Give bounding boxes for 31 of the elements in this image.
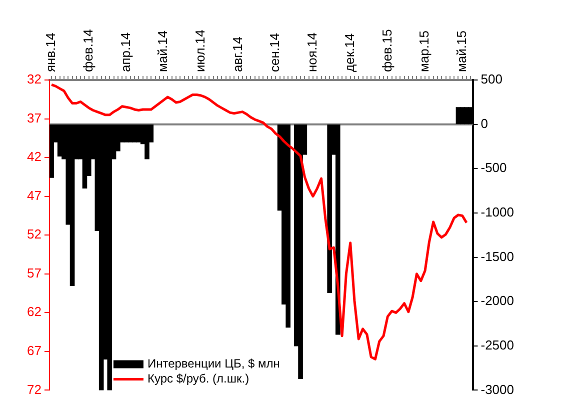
y-tick-label: 62 <box>26 304 42 320</box>
y2-tick-label: -1000 <box>480 204 514 220</box>
x-tick-label: фев.14 <box>80 29 96 72</box>
y-tick-label: 72 <box>26 382 42 397</box>
y2-tick-label: 500 <box>480 72 502 87</box>
x-tick-label: апр.14 <box>118 32 133 72</box>
x-tick-label: ноя.14 <box>304 32 320 72</box>
y2-tick-label: -2000 <box>480 293 514 308</box>
x-tick-label: янв.14 <box>43 32 58 72</box>
x-tick-label: фев.15 <box>379 29 394 72</box>
y2-tick-label: -2500 <box>480 337 514 352</box>
y-tick-label: 47 <box>26 188 42 203</box>
legend-label: Курс $/руб. (л.шк.) <box>147 372 250 386</box>
y2-tick-label: 0 <box>480 116 488 131</box>
x-tick-label: авг.14 <box>230 36 245 72</box>
y2-tick-label: -3000 <box>480 382 514 397</box>
y2-tick-label: -500 <box>480 160 507 176</box>
x-tick-label: май.15 <box>454 30 469 72</box>
x-tick-label: мар.15 <box>416 30 432 72</box>
x-tick-label: май.14 <box>155 30 170 72</box>
legend-label: Интервенции ЦБ, $ млн <box>147 356 280 371</box>
x-tick-label: дек.14 <box>342 33 357 72</box>
x-tick-label: июл.14 <box>192 30 208 72</box>
y-tick-label: 37 <box>26 110 42 126</box>
x-tick-label: сен.14 <box>267 33 282 72</box>
y-tick-label: 42 <box>26 149 42 164</box>
y-tick-label: 57 <box>26 265 42 280</box>
y-tick-label: 67 <box>26 343 42 358</box>
y-tick-label: 52 <box>26 226 42 242</box>
y-tick-label: 32 <box>26 72 42 87</box>
y2-tick-label: -1500 <box>480 248 514 264</box>
